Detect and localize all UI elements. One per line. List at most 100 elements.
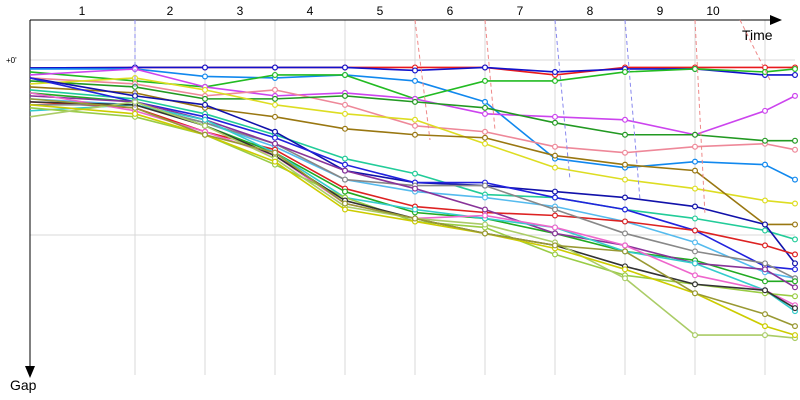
data-point	[761, 278, 768, 285]
data-point	[761, 311, 768, 318]
data-point	[691, 290, 698, 297]
pit-connector	[694, 19, 706, 216]
data-point	[551, 206, 558, 213]
data-point	[621, 242, 628, 249]
data-point	[482, 194, 489, 201]
data-point	[551, 194, 558, 201]
data-point	[482, 110, 489, 117]
data-point	[132, 110, 139, 117]
time-axis-arrow	[770, 15, 782, 25]
data-point	[272, 158, 279, 165]
series-path	[29, 68, 796, 136]
data-point	[761, 107, 768, 114]
data-point	[761, 242, 768, 249]
data-point	[412, 98, 419, 105]
data-point	[202, 131, 209, 138]
data-point	[342, 101, 349, 108]
data-point	[621, 161, 628, 168]
data-point	[342, 125, 349, 132]
series	[29, 19, 798, 342]
data-point	[791, 92, 798, 99]
series-path	[29, 68, 796, 100]
series-path	[30, 104, 796, 280]
data-point	[342, 176, 349, 183]
data-point	[202, 116, 209, 123]
data-point	[621, 218, 628, 225]
data-point	[342, 161, 349, 168]
data-point	[272, 71, 279, 78]
lap-label: 2	[167, 4, 174, 18]
data-point	[551, 119, 558, 126]
data-point	[761, 260, 768, 267]
data-point	[691, 239, 698, 246]
data-point	[761, 287, 768, 294]
data-point	[202, 86, 209, 93]
data-point	[482, 221, 489, 228]
pit-connector	[414, 19, 431, 141]
data-point	[691, 131, 698, 138]
lap-labels: 1 2 3 4 5 6 7 8 9 10	[79, 4, 720, 18]
data-point	[412, 116, 419, 123]
data-point	[482, 182, 489, 189]
series-path	[29, 77, 796, 264]
data-point	[412, 122, 419, 129]
data-point	[412, 77, 419, 84]
series-path	[29, 77, 796, 271]
data-point	[791, 221, 798, 228]
series-path	[29, 77, 796, 154]
data-point	[342, 206, 349, 213]
data-point	[791, 266, 798, 273]
x-axis-label: Time	[742, 27, 773, 43]
data-point	[691, 185, 698, 192]
data-point	[342, 71, 349, 78]
zero-gap-label: +0'	[6, 56, 17, 65]
data-point	[482, 98, 489, 105]
data-point	[761, 323, 768, 330]
data-point	[482, 212, 489, 219]
data-point	[761, 197, 768, 204]
data-point	[791, 65, 798, 72]
series-path	[29, 104, 796, 336]
data-point	[761, 332, 768, 339]
data-point	[412, 67, 419, 74]
data-point	[791, 293, 798, 300]
series-path	[29, 104, 796, 312]
data-point	[551, 77, 558, 84]
data-point	[621, 176, 628, 183]
axes: Time Gap +0'	[6, 15, 782, 393]
data-point	[342, 200, 349, 207]
pit-connector	[484, 19, 496, 131]
data-point	[202, 73, 209, 80]
data-point	[272, 140, 279, 147]
data-point	[412, 206, 419, 213]
data-point	[791, 200, 798, 207]
data-point	[482, 64, 489, 71]
data-point	[761, 161, 768, 168]
data-point	[761, 227, 768, 234]
data-point	[791, 332, 798, 339]
data-point	[791, 278, 798, 285]
lap-label: 8	[587, 4, 594, 18]
data-point	[412, 185, 419, 192]
data-point	[412, 170, 419, 177]
data-point	[691, 143, 698, 150]
lap-label: 10	[706, 4, 720, 18]
data-point	[482, 140, 489, 147]
data-point	[621, 248, 628, 255]
data-point	[791, 176, 798, 183]
data-point	[551, 212, 558, 219]
data-point	[272, 149, 279, 156]
data-point	[272, 101, 279, 108]
series-line	[29, 74, 798, 207]
lap-label: 3	[237, 4, 244, 18]
lap-label: 6	[447, 4, 454, 18]
data-point	[482, 206, 489, 213]
data-point	[691, 167, 698, 174]
data-point	[551, 164, 558, 171]
data-point	[342, 155, 349, 162]
data-point	[551, 143, 558, 150]
data-point	[691, 158, 698, 165]
data-point	[342, 64, 349, 71]
data-point	[342, 188, 349, 195]
